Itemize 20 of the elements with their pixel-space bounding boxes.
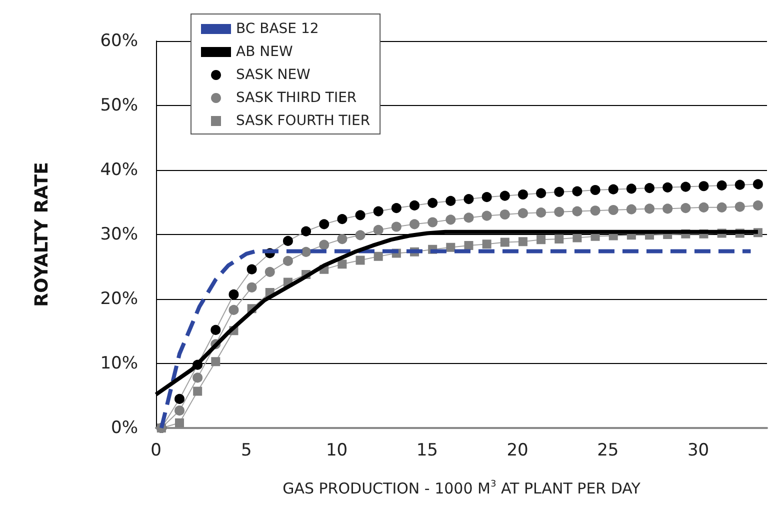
y-tick-label: 30%	[100, 224, 138, 244]
x-tick-label: 30	[687, 440, 710, 460]
legend-label: SASK THIRD TIER	[236, 90, 357, 106]
legend-label: SASK NEW	[236, 67, 311, 83]
y-tick-label: 40%	[100, 160, 138, 180]
x-tick-label: 0	[150, 440, 162, 460]
y-tick-label: 60%	[100, 31, 138, 51]
legend-label: SASK FOURTH TIER	[236, 113, 370, 129]
x-tick-label: 25	[597, 440, 619, 460]
x-tick-label: 20	[506, 440, 528, 460]
legend-label: AB NEW	[236, 44, 293, 60]
y-axis-title: ROYALTY RATE	[32, 162, 52, 307]
x-tick-label: 15	[416, 440, 438, 460]
legend-label: BC BASE 12	[236, 21, 319, 37]
x-tick-label: 10	[326, 440, 348, 460]
y-tick-label: 50%	[100, 96, 138, 116]
y-tick-label: 0%	[111, 418, 138, 438]
y-tick-label: 10%	[100, 354, 138, 374]
x-tick-label: 5	[240, 440, 252, 460]
y-tick-label: 20%	[100, 289, 138, 309]
